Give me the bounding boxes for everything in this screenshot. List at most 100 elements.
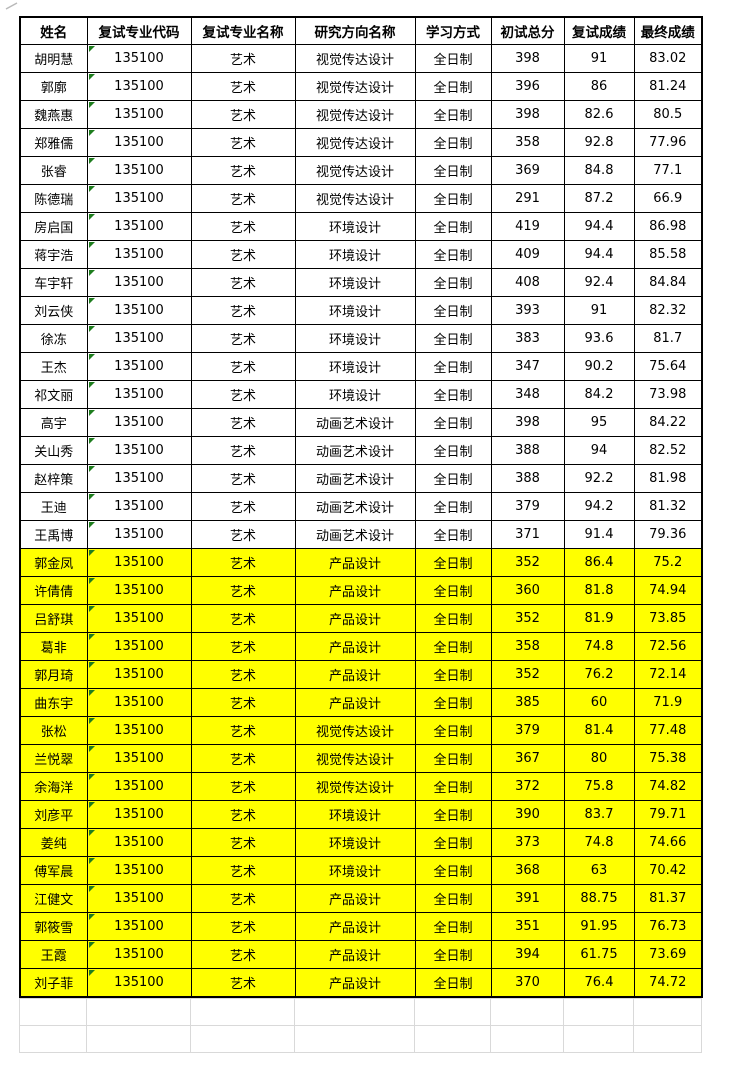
cell-code[interactable]: 135100 [86,324,192,353]
cell-code[interactable]: 135100 [86,184,192,213]
cell-retest[interactable]: 74.8 [563,632,635,661]
cell-major[interactable]: 艺术 [190,184,296,213]
cell-initial[interactable]: 372 [490,772,565,801]
empty-cell[interactable] [414,998,491,1026]
cell-retest[interactable]: 92.2 [563,464,635,493]
cell-name[interactable]: 郭廓 [19,72,88,101]
column-header-name[interactable]: 姓名 [19,16,88,45]
cell-code[interactable]: 135100 [86,604,192,633]
cell-major[interactable]: 艺术 [190,436,296,465]
cell-final[interactable]: 76.73 [633,912,703,941]
cell-final[interactable]: 74.94 [633,576,703,605]
cell-name[interactable]: 姜纯 [19,828,88,857]
cell-retest[interactable]: 74.8 [563,828,635,857]
cell-final[interactable]: 74.82 [633,772,703,801]
cell-code[interactable]: 135100 [86,772,192,801]
cell-direction[interactable]: 产品设计 [294,968,416,998]
cell-direction[interactable]: 环境设计 [294,324,416,353]
cell-code[interactable]: 135100 [86,716,192,745]
cell-initial[interactable]: 385 [490,688,565,717]
cell-initial[interactable]: 409 [490,240,565,269]
cell-initial[interactable]: 398 [490,408,565,437]
cell-retest[interactable]: 84.8 [563,156,635,185]
cell-direction[interactable]: 产品设计 [294,912,416,941]
cell-name[interactable]: 余海洋 [19,772,88,801]
empty-cell[interactable] [19,998,87,1026]
cell-name[interactable]: 兰悦翠 [19,744,88,773]
cell-mode[interactable]: 全日制 [414,352,492,381]
cell-final[interactable]: 84.84 [633,268,703,297]
cell-major[interactable]: 艺术 [190,492,296,521]
cell-name[interactable]: 关山秀 [19,436,88,465]
cell-retest[interactable]: 93.6 [563,324,635,353]
cell-retest[interactable]: 91 [563,44,635,73]
cell-retest[interactable]: 95 [563,408,635,437]
cell-mode[interactable]: 全日制 [414,828,492,857]
cell-retest[interactable]: 91.4 [563,520,635,549]
cell-initial[interactable]: 369 [490,156,565,185]
cell-retest[interactable]: 63 [563,856,635,885]
cell-major[interactable]: 艺术 [190,940,296,969]
cell-major[interactable]: 艺术 [190,464,296,493]
cell-direction[interactable]: 视觉传达设计 [294,744,416,773]
cell-code[interactable]: 135100 [86,800,192,829]
cell-mode[interactable]: 全日制 [414,548,492,577]
cell-initial[interactable]: 348 [490,380,565,409]
cell-major[interactable]: 艺术 [190,828,296,857]
cell-initial[interactable]: 358 [490,128,565,157]
cell-retest[interactable]: 83.7 [563,800,635,829]
cell-mode[interactable]: 全日制 [414,660,492,689]
cell-name[interactable]: 刘子菲 [19,968,88,998]
cell-direction[interactable]: 产品设计 [294,660,416,689]
cell-retest[interactable]: 92.4 [563,268,635,297]
cell-retest[interactable]: 76.4 [563,968,635,998]
cell-final[interactable]: 81.7 [633,324,703,353]
cell-final[interactable]: 77.48 [633,716,703,745]
cell-mode[interactable]: 全日制 [414,380,492,409]
cell-direction[interactable]: 视觉传达设计 [294,156,416,185]
cell-initial[interactable]: 388 [490,436,565,465]
cell-code[interactable]: 135100 [86,44,192,73]
cell-final[interactable]: 85.58 [633,240,703,269]
cell-retest[interactable]: 86 [563,72,635,101]
cell-major[interactable]: 艺术 [190,100,296,129]
cell-name[interactable]: 刘彦平 [19,800,88,829]
column-header-major[interactable]: 复试专业名称 [190,16,296,45]
cell-name[interactable]: 胡明慧 [19,44,88,73]
cell-code[interactable]: 135100 [86,436,192,465]
cell-direction[interactable]: 视觉传达设计 [294,772,416,801]
empty-cell[interactable] [294,1025,415,1053]
cell-direction[interactable]: 产品设计 [294,548,416,577]
cell-mode[interactable]: 全日制 [414,884,492,913]
cell-final[interactable]: 83.02 [633,44,703,73]
cell-direction[interactable]: 环境设计 [294,380,416,409]
cell-final[interactable]: 75.64 [633,352,703,381]
cell-mode[interactable]: 全日制 [414,520,492,549]
cell-mode[interactable]: 全日制 [414,324,492,353]
cell-initial[interactable]: 396 [490,72,565,101]
cell-direction[interactable]: 环境设计 [294,800,416,829]
empty-cell[interactable] [190,998,295,1026]
cell-retest[interactable]: 87.2 [563,184,635,213]
cell-direction[interactable]: 动画艺术设计 [294,436,416,465]
cell-code[interactable]: 135100 [86,632,192,661]
cell-retest[interactable]: 75.8 [563,772,635,801]
cell-major[interactable]: 艺术 [190,44,296,73]
cell-name[interactable]: 祁文丽 [19,380,88,409]
cell-direction[interactable]: 动画艺术设计 [294,464,416,493]
cell-mode[interactable]: 全日制 [414,856,492,885]
cell-direction[interactable]: 产品设计 [294,604,416,633]
cell-final[interactable]: 82.32 [633,296,703,325]
cell-initial[interactable]: 408 [490,268,565,297]
cell-code[interactable]: 135100 [86,856,192,885]
cell-retest[interactable]: 92.8 [563,128,635,157]
cell-initial[interactable]: 388 [490,464,565,493]
cell-code[interactable]: 135100 [86,912,192,941]
cell-retest[interactable]: 61.75 [563,940,635,969]
cell-initial[interactable]: 419 [490,212,565,241]
cell-code[interactable]: 135100 [86,884,192,913]
cell-direction[interactable]: 环境设计 [294,828,416,857]
cell-major[interactable]: 艺术 [190,912,296,941]
cell-code[interactable]: 135100 [86,464,192,493]
empty-cell[interactable] [86,1025,191,1053]
